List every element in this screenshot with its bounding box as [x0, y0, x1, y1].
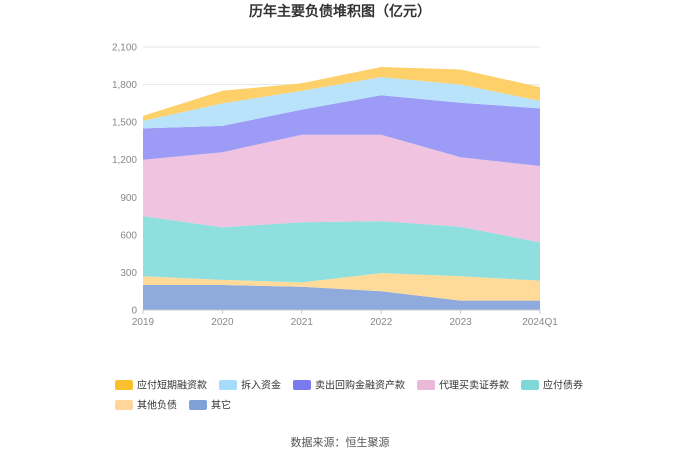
- legend-item: 其它: [189, 399, 231, 412]
- legend-item: 应付短期融资款: [115, 379, 207, 392]
- legend-label: 拆入资金: [241, 379, 281, 392]
- legend-swatch: [521, 380, 539, 390]
- area-代理买卖证券款: [143, 134, 540, 243]
- data-source: 数据来源：恒生聚源: [291, 435, 390, 449]
- y-tick-label: 1,800: [112, 80, 137, 91]
- y-tick-label: 300: [120, 268, 137, 279]
- legend-label: 其他负债: [137, 399, 177, 412]
- area-应付短期融资款: [143, 67, 540, 121]
- x-tick-label: 2021: [291, 317, 314, 328]
- legend-label: 卖出回购金融资产款: [315, 379, 405, 392]
- legend-label: 其它: [211, 399, 231, 412]
- area-其它: [143, 285, 540, 310]
- legend-swatch: [293, 380, 311, 390]
- legend-item: 拆入资金: [219, 379, 281, 392]
- x-tick-label: 2020: [211, 317, 234, 328]
- x-tick-label: 2019: [132, 317, 155, 328]
- axes: 0 300 600 900 1,200 1,500 1,800 2,100 2019 2020 20…: [112, 43, 558, 329]
- y-tick-label: 0: [131, 306, 137, 317]
- legend-swatch: [115, 380, 133, 390]
- area-拆入资金: [143, 77, 540, 129]
- legend-item: 代理买卖证券款: [417, 379, 509, 392]
- area-卖出回购金融资产款: [143, 95, 540, 166]
- y-tick-label: 1,500: [112, 118, 137, 129]
- legend-swatch: [115, 400, 133, 410]
- x-tick-label: 2022: [370, 317, 393, 328]
- legend-label: 代理买卖证券款: [439, 379, 509, 392]
- legend-swatch: [189, 400, 207, 410]
- y-tick-label: 600: [120, 230, 137, 241]
- area-其他负债: [143, 273, 540, 301]
- x-tick-label: 2024Q1: [522, 317, 558, 328]
- legend-swatch: [417, 380, 435, 390]
- legend-item: 应付债券: [521, 379, 583, 392]
- legend-item: 其他负债: [115, 399, 177, 412]
- legend-swatch: [219, 380, 237, 390]
- legend-label: 应付债券: [543, 379, 583, 392]
- chart-title: 历年主要负债堆积图（亿元）: [249, 3, 431, 20]
- y-tick-label: 1,200: [112, 155, 137, 166]
- y-tick-label: 900: [120, 193, 137, 204]
- legend-item: 卖出回购金融资产款: [293, 379, 405, 392]
- area-应付债券: [143, 216, 540, 283]
- area-series: [143, 67, 540, 310]
- y-tick-label: 2,100: [112, 43, 137, 54]
- legend-label: 应付短期融资款: [137, 379, 207, 392]
- x-tick-label: 2023: [449, 317, 472, 328]
